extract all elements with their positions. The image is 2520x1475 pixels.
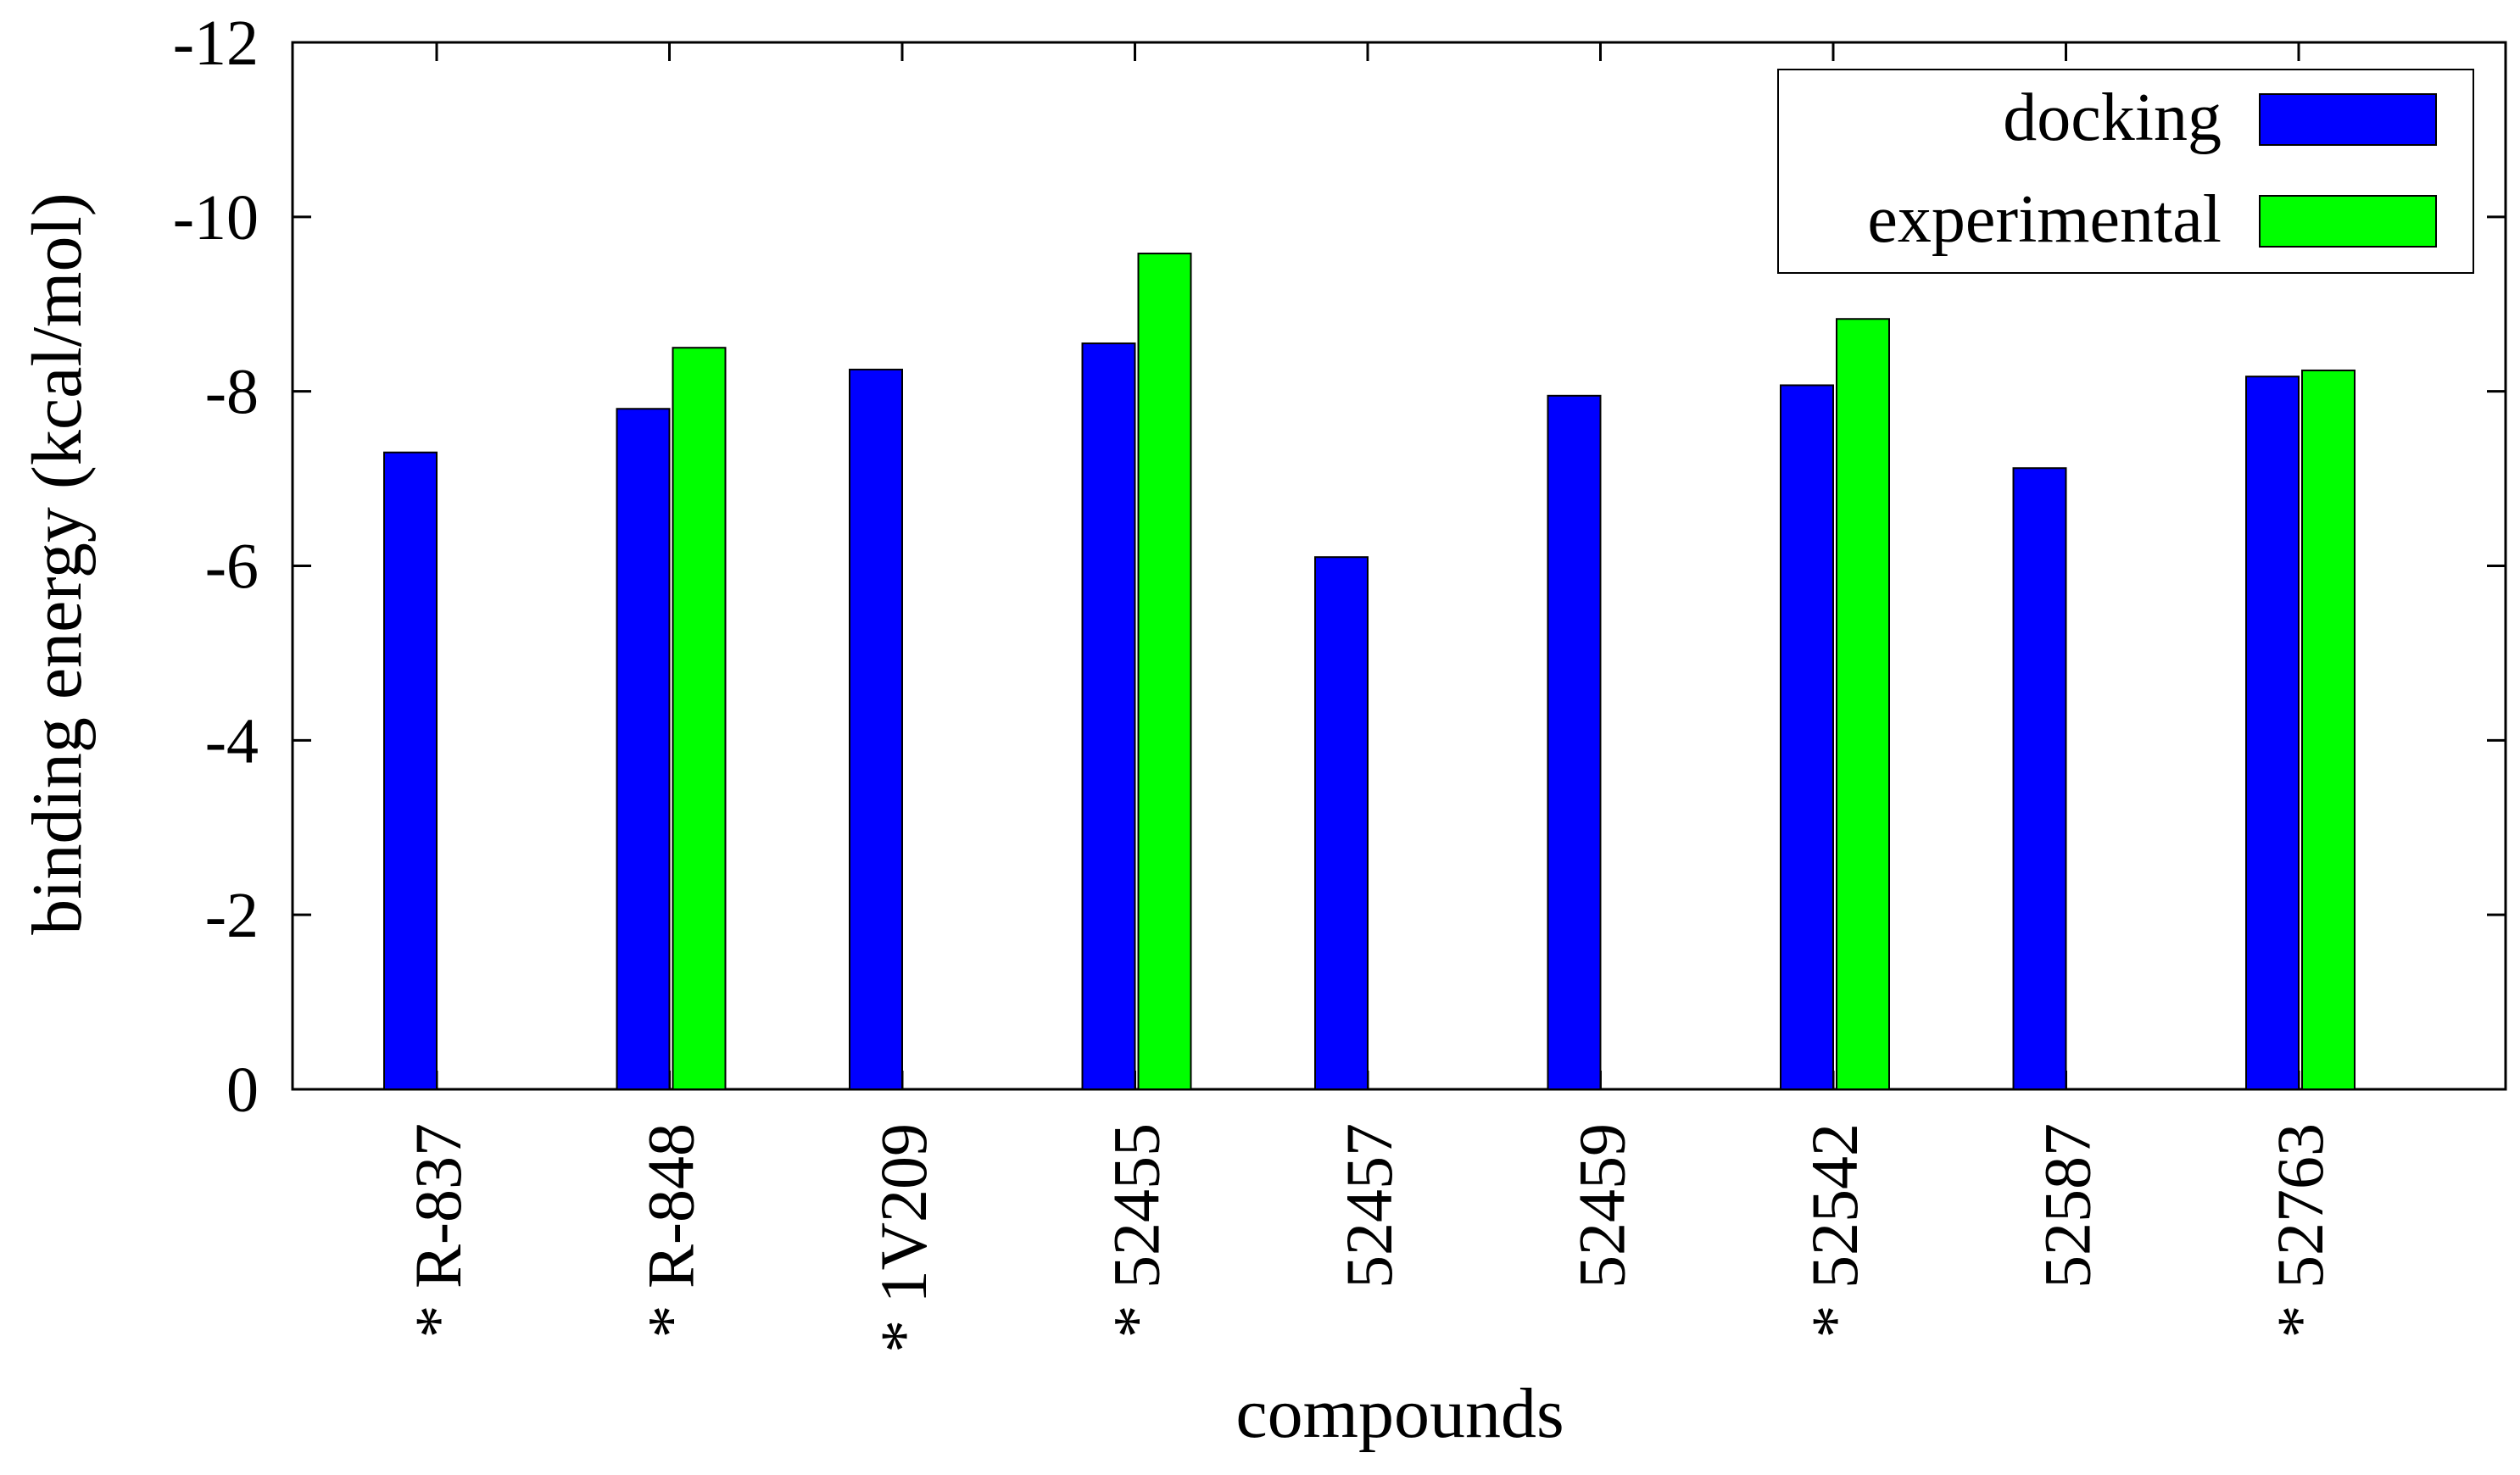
legend-label-docking: docking [2003, 81, 2222, 155]
y-tick-label: -8 [205, 357, 259, 428]
y-tick-label: -4 [205, 705, 259, 776]
bar-docking [1547, 394, 1602, 1090]
bar-docking [849, 368, 903, 1090]
bar-experimental [1137, 253, 1192, 1090]
x-tick-label: * 1V209 [867, 1123, 940, 1353]
x-tick-label: * 52542 [1798, 1123, 1871, 1339]
tick-labels: 0 -2 -4 -6 -8 -10 -12 * R-837 * R-848 * 1V209 * 52… [173, 8, 2337, 1353]
y-tick-label: -10 [173, 182, 259, 253]
y-tick-label: -12 [173, 8, 259, 79]
legend-swatch-experimental [2259, 195, 2437, 248]
bar-docking [616, 408, 671, 1090]
x-tick-label: * R-837 [401, 1123, 475, 1339]
bars [383, 253, 2356, 1091]
x-axis-title: compounds [1235, 1374, 1564, 1453]
legend-label-experimental: experimental [1867, 182, 2222, 257]
y-tick-label: -6 [205, 532, 259, 603]
x-tick-label: 52457 [1332, 1123, 1406, 1289]
y-tick-label: -2 [205, 880, 259, 951]
bar-docking [1314, 556, 1369, 1090]
bar-docking [383, 451, 438, 1090]
bar-docking [2245, 376, 2300, 1090]
legend-swatch-docking [2259, 93, 2437, 146]
bar-docking [1780, 384, 1834, 1090]
x-tick-label: 52587 [2031, 1123, 2105, 1289]
bar-experimental [1836, 318, 1890, 1090]
bar-experimental [672, 347, 727, 1091]
y-axis-title: binding energy (kcal/mol) [18, 192, 97, 935]
bar-docking [1081, 342, 1136, 1090]
y-tick-label: 0 [226, 1055, 259, 1126]
x-tick-label: * 52455 [1100, 1123, 1174, 1339]
legend: docking experimental [1777, 69, 2474, 274]
bar-experimental [2301, 369, 2356, 1090]
x-tick-label: * R-848 [634, 1123, 708, 1339]
x-tick-label: 52459 [1565, 1123, 1639, 1289]
bar-docking [2012, 467, 2067, 1090]
x-tick-label: * 52763 [2263, 1123, 2337, 1339]
